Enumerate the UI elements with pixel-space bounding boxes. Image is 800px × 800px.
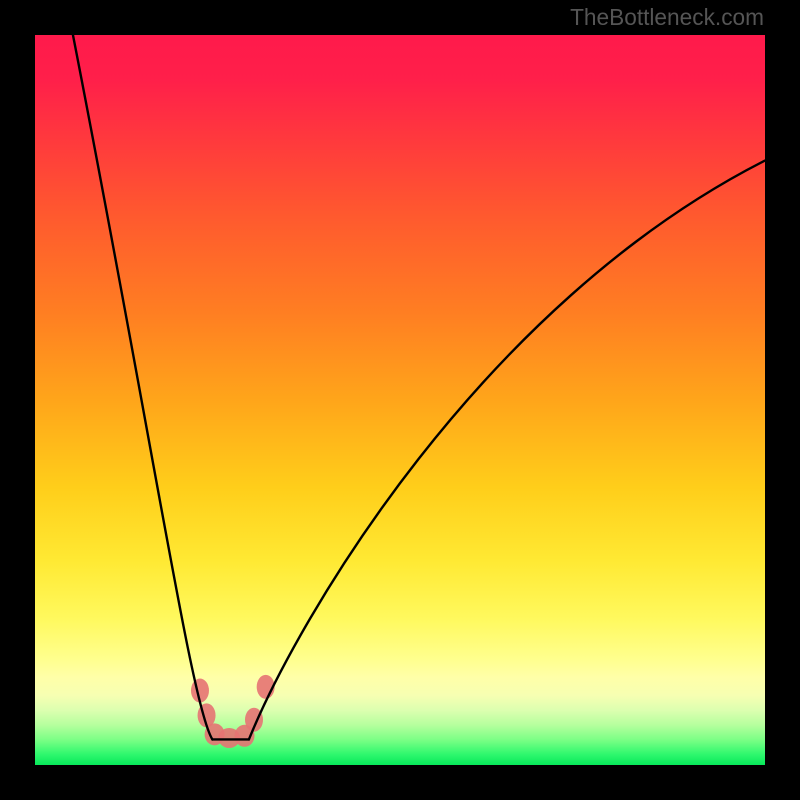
frame-right	[765, 0, 800, 800]
bottleneck-curve-right	[249, 161, 765, 740]
plot-area	[35, 35, 765, 765]
bottleneck-curve-left	[73, 35, 212, 739]
watermark-text: TheBottleneck.com	[570, 4, 764, 31]
frame-bottom	[0, 765, 800, 800]
frame-left	[0, 0, 35, 800]
curve-layer	[35, 35, 765, 765]
